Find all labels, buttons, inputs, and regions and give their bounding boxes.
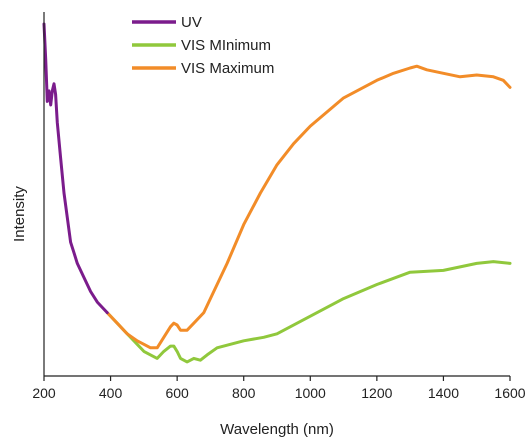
x-axis-label: Wavelength (nm) [220, 421, 334, 438]
x-tick-label: 400 [99, 385, 123, 401]
legend-label: VIS MInimum [181, 37, 271, 54]
legend-label: VIS Maximum [181, 60, 274, 77]
series-line-vis-minimum [105, 260, 512, 364]
x-ticks: 200 400 600 800 1000 1200 1400 1600 [32, 376, 526, 401]
x-tick-label: 1000 [295, 385, 326, 401]
plot-area [42, 22, 512, 364]
x-tick-label: 600 [165, 385, 189, 401]
x-tick-label: 800 [232, 385, 256, 401]
series-line-vis-maximum [105, 64, 512, 350]
x-tick-label: 1400 [428, 385, 459, 401]
legend-label: UV [181, 14, 202, 31]
axes [43, 12, 510, 377]
y-axis-label: Intensity [11, 186, 28, 242]
series-line-uv [42, 22, 109, 315]
x-tick-label: 200 [32, 385, 56, 401]
legend: UV VIS MInimum VIS Maximum [132, 14, 274, 77]
x-tick-label: 1200 [361, 385, 392, 401]
x-tick-label: 1600 [494, 385, 525, 401]
